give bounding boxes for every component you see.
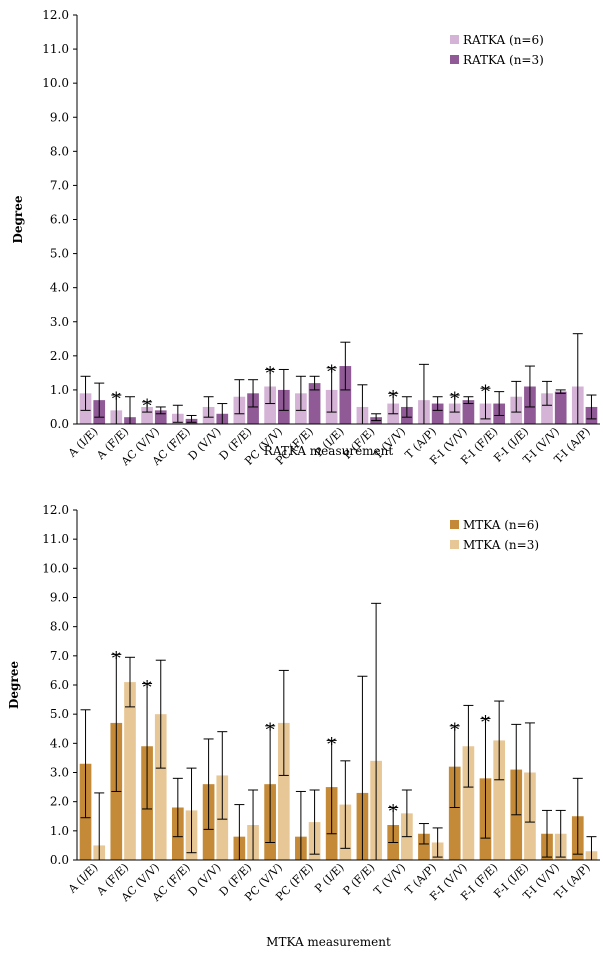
y-tick-label: 2.0 [50, 349, 69, 363]
bar [141, 406, 153, 424]
y-axis-title: Degree [7, 661, 21, 709]
bar [418, 833, 430, 860]
significance-marker: * [143, 396, 152, 417]
significance-marker: * [389, 387, 398, 408]
y-tick-label: 5.0 [50, 247, 69, 261]
bar [431, 403, 444, 424]
y-tick-label: 11.0 [42, 42, 69, 56]
bar [124, 682, 136, 860]
y-tick-label: 4.0 [50, 736, 69, 750]
y-tick-label: 2.0 [50, 795, 69, 809]
legend-label: RATKA (n=6) [463, 33, 544, 47]
bar [339, 366, 352, 424]
legend-swatch [450, 55, 459, 64]
y-tick-label: 0.0 [50, 417, 69, 431]
y-tick-label: 12.0 [42, 503, 69, 517]
x-tick-label: D (V/V) [186, 861, 224, 899]
significance-marker: * [450, 720, 459, 741]
y-tick-label: 10.0 [42, 76, 69, 90]
legend-swatch [450, 540, 459, 549]
significance-marker: * [143, 678, 152, 699]
bar [462, 400, 475, 424]
mtka-chart: 0.0 1.0 2.0 3.0 4.0 5.0 6.0 7.0 8.0 9.0 10.0 11.0 12… [7, 503, 600, 949]
ratka-chart: 0.0 1.0 2.0 3.0 4.0 5.0 6.0 7.0 8.0 9.0 10.0 11.0 12… [11, 8, 600, 469]
x-axis-title: RATKA measurement [264, 444, 394, 458]
significance-marker: * [327, 734, 336, 755]
significance-marker: * [266, 720, 275, 741]
y-tick-label: 3.0 [50, 766, 69, 780]
significance-marker: * [481, 382, 490, 403]
significance-marker: * [112, 648, 121, 669]
bar [541, 393, 553, 424]
bar [154, 410, 167, 424]
y-tick-label: 3.0 [50, 315, 69, 329]
y-tick-label: 7.0 [50, 178, 69, 192]
y-tick-label: 9.0 [50, 110, 69, 124]
x-tick-label: P (F/E) [341, 861, 378, 898]
y-tick-label: 12.0 [42, 8, 69, 22]
y-tick-label: 8.0 [50, 144, 69, 158]
significance-marker: * [112, 389, 121, 410]
bar [264, 386, 276, 424]
y-tick-label: 6.0 [50, 678, 69, 692]
bar [448, 403, 461, 424]
x-tick-label: D (V/V) [186, 425, 224, 463]
legend-swatch [450, 35, 459, 44]
legend-label: RATKA (n=3) [463, 53, 544, 67]
x-axis-title: MTKA measurement [266, 935, 391, 949]
y-tick-label: 4.0 [50, 281, 69, 295]
bar [154, 714, 167, 860]
y-axis-title: Degree [11, 195, 25, 243]
y-tick-label: 9.0 [50, 591, 69, 605]
significance-marker: * [266, 363, 275, 384]
bar [308, 383, 321, 424]
y-tick-label: 8.0 [50, 620, 69, 634]
y-tick-label: 1.0 [50, 383, 69, 397]
bar [462, 746, 475, 860]
significance-marker: * [327, 362, 336, 383]
y-tick-label: 6.0 [50, 213, 69, 227]
bar [277, 722, 290, 860]
significance-marker: * [450, 389, 459, 410]
significance-marker: * [481, 713, 490, 734]
bar [493, 740, 506, 860]
significance-marker: * [389, 802, 398, 823]
y-tick-label: 1.0 [50, 824, 69, 838]
y-tick-label: 5.0 [50, 707, 69, 721]
x-tick-label: T (V/V) [371, 861, 408, 898]
legend-label: MTKA (n=3) [463, 538, 539, 552]
y-tick-label: 11.0 [42, 532, 69, 546]
y-tick-label: 7.0 [50, 649, 69, 663]
y-tick-label: 10.0 [42, 561, 69, 575]
bar [554, 391, 567, 424]
bar [247, 393, 259, 424]
legend-label: MTKA (n=6) [463, 518, 539, 532]
bar [448, 766, 461, 860]
y-tick-label: 0.0 [50, 853, 69, 867]
legend-swatch [450, 520, 459, 529]
